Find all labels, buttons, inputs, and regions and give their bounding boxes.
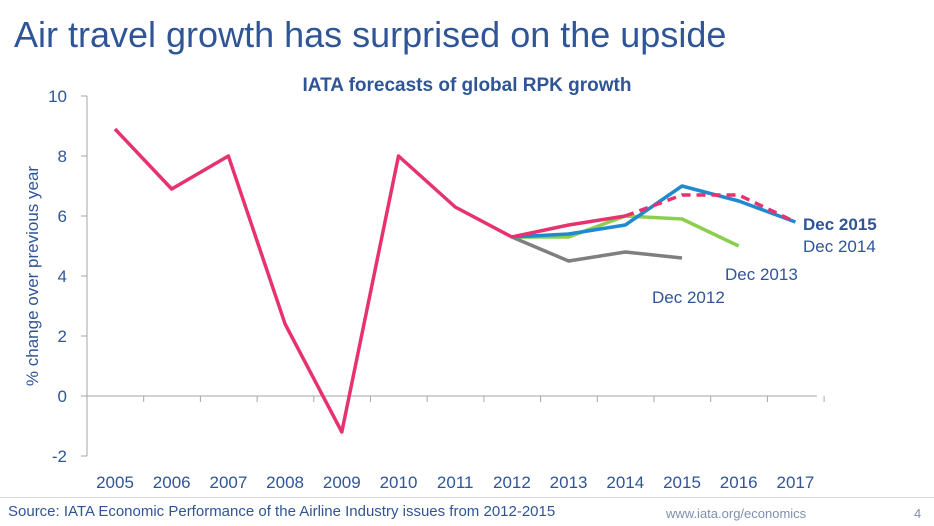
y-tick-label: 0: [58, 387, 67, 406]
footer-url[interactable]: www.iata.org/economics: [666, 506, 807, 521]
slide-title: Air travel growth has surprised on the u…: [14, 14, 727, 55]
x-tick-label: 2015: [663, 473, 701, 492]
y-tick-label: 8: [58, 147, 67, 166]
series-label-dec-2013: Dec 2013: [725, 265, 798, 284]
x-tick-label: 2010: [380, 473, 418, 492]
x-tick-label: 2007: [209, 473, 247, 492]
x-tick-label: 2006: [153, 473, 191, 492]
series-line-dec-2015: [113, 127, 626, 434]
y-axis-title: % change over previous year: [23, 166, 42, 387]
footer-source: Source: IATA Economic Performance of the…: [8, 503, 556, 520]
y-tick-label: 2: [58, 327, 67, 346]
x-tick-label: 2009: [323, 473, 361, 492]
x-tick-label: 2017: [776, 473, 814, 492]
series-label-dec-2012: Dec 2012: [652, 288, 725, 307]
y-tick-label: 10: [48, 87, 67, 106]
y-tick-label: -2: [52, 447, 67, 466]
x-tick-label: 2016: [720, 473, 758, 492]
y-tick-label: 6: [58, 207, 67, 226]
page-number: 4: [914, 506, 922, 521]
x-tick-label: 2008: [266, 473, 304, 492]
series-label-dec-2014: Dec 2014: [803, 237, 876, 256]
series-forecast-line-dec-2015: [624, 193, 797, 224]
x-tick-label: 2012: [493, 473, 531, 492]
x-tick-label: 2011: [437, 473, 474, 492]
x-tick-label: 2013: [550, 473, 588, 492]
x-tick-label: 2014: [606, 473, 644, 492]
series-line-dec-2012: [511, 235, 683, 263]
y-tick-label: 4: [58, 267, 67, 286]
x-tick-label: 2005: [96, 473, 134, 492]
footer-divider: [0, 497, 934, 498]
series-label-dec-2015: Dec 2015: [803, 215, 877, 234]
chart-title: IATA forecasts of global RPK growth: [302, 75, 632, 96]
